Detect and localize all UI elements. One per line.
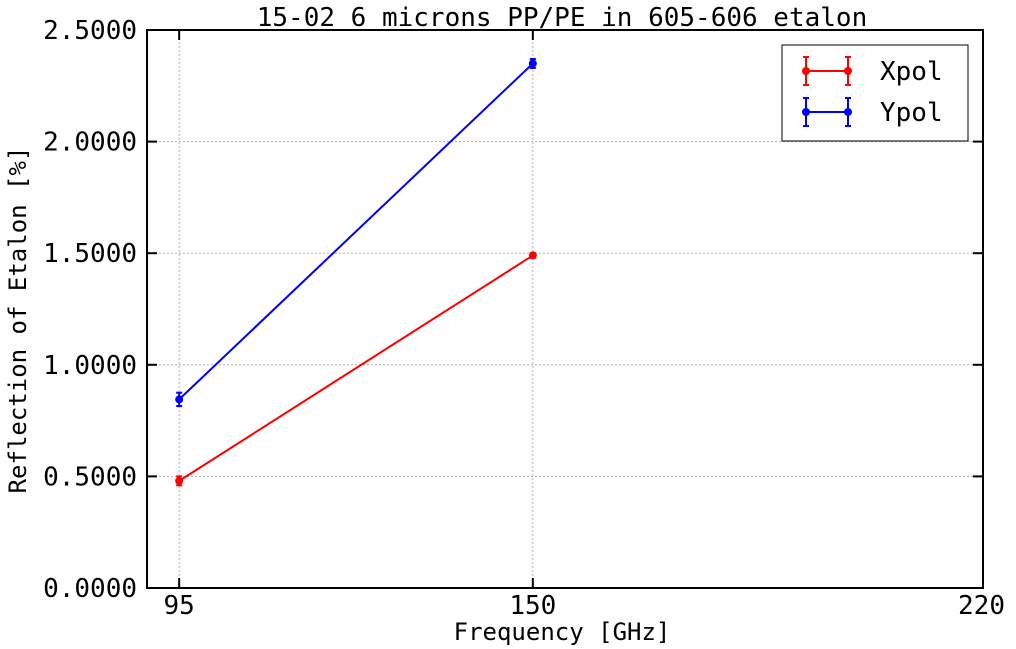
y-tick-label: 0.5000: [43, 462, 137, 492]
y-tick-label: 2.0000: [43, 128, 137, 158]
data-point: [528, 59, 537, 68]
x-tick-label: 95: [163, 591, 194, 621]
legend-marker: [844, 108, 852, 116]
x-axis-label: Frequency [GHz]: [454, 618, 671, 646]
legend-box: [781, 44, 969, 142]
legend-marker: [844, 67, 852, 75]
y-tick-label: 2.5000: [43, 16, 137, 46]
legend-marker: [802, 67, 810, 75]
legend-marker: [802, 108, 810, 116]
y-axis-label: Reflection of Etalon [%]: [4, 147, 32, 494]
data-point: [175, 395, 184, 404]
y-tick-label: 1.5000: [43, 239, 137, 269]
chart-title: 15-02 6 microns PP/PE in 605-606 etalon: [257, 3, 867, 33]
data-layer: [175, 58, 537, 487]
grid-layer: [147, 30, 983, 588]
plot-frame: [146, 29, 984, 589]
x-tick-label: 150: [509, 591, 556, 621]
legend-label: Ypol: [880, 98, 943, 128]
y-tick-label: 0.0000: [43, 574, 137, 604]
series-line-ypol: [178, 62, 534, 401]
x-tick-label: 220: [958, 591, 1005, 621]
data-point: [528, 251, 537, 260]
series-line-xpol: [178, 254, 534, 482]
legend-label: Xpol: [880, 57, 943, 87]
tick-layer: 0.0000 0.5000 1.0000 1.5000 2.0000 2.5000 95 15…: [43, 16, 1005, 621]
legend: Xpol Ypol: [781, 44, 969, 142]
y-tick-label: 1.0000: [43, 351, 137, 381]
data-point: [175, 476, 184, 485]
